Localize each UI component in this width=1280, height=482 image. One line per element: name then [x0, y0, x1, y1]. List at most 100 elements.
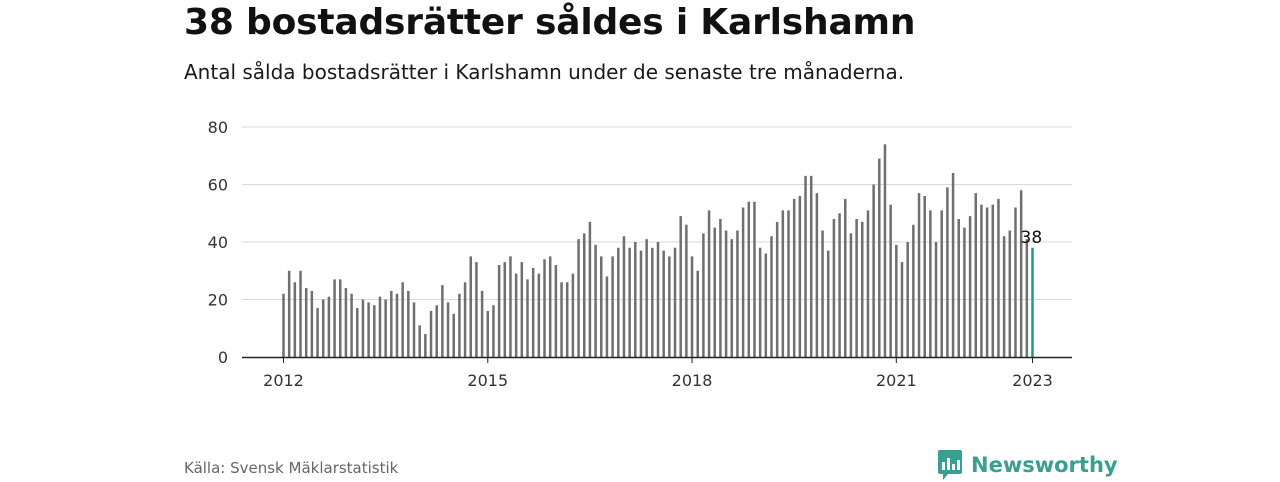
- bar: [951, 173, 955, 357]
- bar: [367, 302, 370, 357]
- bar: [713, 227, 716, 357]
- bar: [883, 144, 887, 357]
- bar: [804, 175, 807, 357]
- bar: [350, 293, 353, 357]
- bar: [520, 262, 524, 357]
- x-tick-label: 2012: [263, 371, 304, 390]
- bar: [997, 198, 1000, 357]
- chart-subtitle: Antal sålda bostadsrätter i Karlshamn un…: [184, 60, 905, 84]
- bar: [900, 262, 904, 357]
- bar: [531, 267, 535, 357]
- bar: [781, 210, 785, 357]
- bar: [1014, 207, 1017, 357]
- bar: [503, 262, 507, 357]
- bar: [611, 256, 614, 357]
- bar: [838, 213, 841, 357]
- bar: [940, 210, 943, 357]
- bar: [844, 198, 847, 357]
- bar: [565, 282, 569, 357]
- bar: [747, 201, 751, 357]
- bar: [651, 247, 654, 357]
- bar: [775, 221, 779, 357]
- newsworthy-icon: [938, 450, 962, 480]
- bar: [327, 296, 331, 357]
- bar: [282, 293, 285, 357]
- bar: [287, 270, 291, 357]
- bar: [963, 227, 966, 357]
- bar: [866, 210, 870, 357]
- bar: [1008, 230, 1012, 357]
- bar: [855, 219, 858, 357]
- bar: [526, 279, 529, 357]
- bar: [554, 265, 558, 357]
- bar: [582, 233, 586, 357]
- bar: [617, 247, 620, 357]
- bar: [378, 296, 382, 357]
- bar: [690, 256, 694, 357]
- bar: [719, 219, 722, 357]
- bar: [588, 221, 592, 357]
- bar: [543, 259, 546, 357]
- bar: [1025, 239, 1029, 357]
- bar: [395, 293, 399, 357]
- bar: [446, 302, 450, 357]
- bar: [605, 276, 609, 357]
- bar: [923, 196, 926, 357]
- bar: [889, 204, 892, 357]
- bar: [548, 256, 552, 357]
- bar: [514, 273, 518, 357]
- bar: [293, 282, 297, 357]
- bar: [645, 239, 648, 357]
- y-tick-label: 40: [208, 233, 228, 252]
- bar: [758, 247, 762, 357]
- bar: [480, 290, 484, 357]
- bar: [594, 244, 597, 357]
- bar: [390, 290, 393, 357]
- bar: [310, 290, 314, 357]
- brand-name: Newsworthy: [971, 453, 1118, 477]
- bar: [628, 247, 631, 357]
- bar: [577, 239, 580, 357]
- y-tick-label: 60: [208, 176, 228, 195]
- bar: [639, 250, 643, 357]
- bar: [1019, 190, 1023, 357]
- y-tick-label: 0: [218, 348, 228, 367]
- y-tick-label: 80: [208, 118, 228, 137]
- x-tick-label: 2021: [876, 371, 917, 390]
- bar: [679, 216, 682, 357]
- bar: [934, 242, 938, 357]
- bar: [673, 247, 677, 357]
- bar: [946, 187, 949, 357]
- bar: [634, 242, 637, 357]
- bar: [338, 279, 342, 357]
- bar: [730, 239, 734, 357]
- bar: [736, 230, 739, 357]
- bar: [435, 305, 438, 357]
- bar: [412, 302, 416, 357]
- bar: [509, 256, 512, 357]
- brand-logo: Newsworthy: [937, 448, 1118, 482]
- bar: [707, 210, 711, 357]
- bar: [985, 207, 989, 357]
- bar: [912, 224, 915, 357]
- bar: [929, 210, 932, 357]
- bar: [571, 273, 575, 357]
- bar: [787, 210, 790, 357]
- bar: [906, 242, 909, 357]
- latest-value-label: 38: [1021, 228, 1043, 248]
- bar: [792, 198, 796, 357]
- bar: [1002, 236, 1006, 357]
- bar: [878, 158, 881, 357]
- x-tick-label: 2015: [467, 371, 508, 390]
- bar: [424, 334, 427, 357]
- bar: [458, 293, 461, 357]
- bar: [384, 299, 387, 357]
- bar: [361, 299, 365, 357]
- bar-highlight: [1031, 247, 1034, 357]
- bar: [356, 308, 359, 357]
- bar: [968, 216, 972, 357]
- bar: [832, 219, 836, 357]
- bar: [463, 282, 467, 357]
- bar: [486, 311, 490, 357]
